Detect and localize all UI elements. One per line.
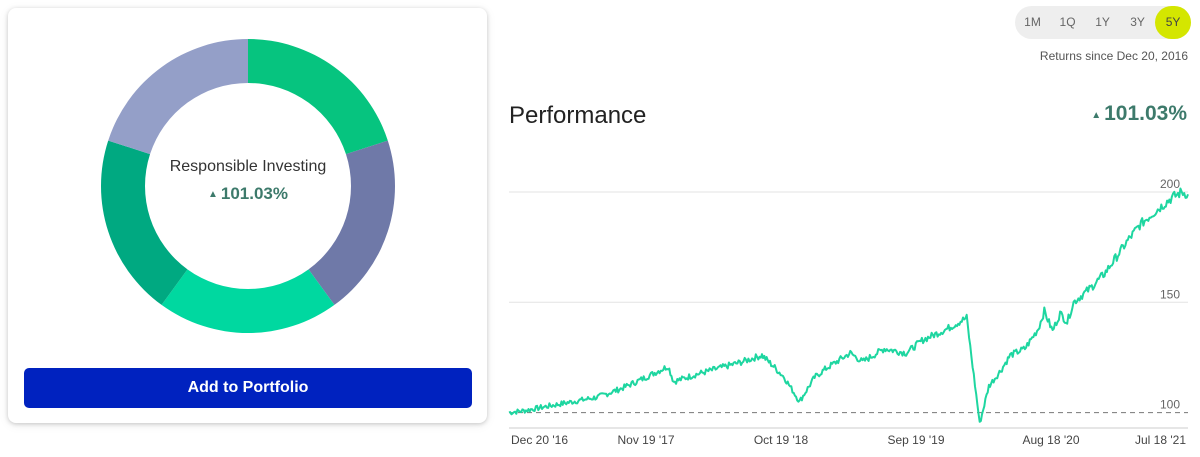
portfolio-card: Responsible Investing ▲ 101.03% Add to Po…: [8, 8, 487, 423]
donut-segment-1: [248, 39, 388, 155]
y-tick-label: 150: [1160, 287, 1180, 301]
add-to-portfolio-button[interactable]: Add to Portfolio: [24, 368, 472, 408]
portfolio-return-value: 101.03%: [220, 184, 289, 203]
portfolio-name: Responsible Investing: [169, 158, 327, 175]
x-tick-label: Oct 19 '18: [754, 433, 809, 447]
period-1y[interactable]: 1Y: [1095, 15, 1110, 29]
x-tick-label: Dec 20 '16: [511, 433, 568, 447]
performance-title: Performance: [509, 102, 647, 129]
donut-segment-3: [161, 269, 335, 334]
donut-segment-5: [108, 39, 248, 155]
donut-segment-4: [101, 140, 188, 305]
period-1m[interactable]: 1M: [1024, 15, 1041, 29]
y-tick-label: 100: [1160, 398, 1180, 412]
x-tick-label: Sep 19 '19: [887, 433, 944, 447]
y-tick-label: 200: [1160, 177, 1180, 191]
donut-chart: [101, 39, 395, 334]
period-1q[interactable]: 1Q: [1059, 15, 1076, 29]
x-tick-label: Nov 19 '17: [618, 433, 675, 447]
period-selector: 1M 1Q 1Y 3Y 5Y: [1015, 6, 1192, 39]
allocation-donut: Responsible Investing ▲ 101.03%: [8, 8, 487, 358]
performance-value-text: 101.03%: [1104, 102, 1187, 125]
x-tick-label: Aug 18 '20: [1022, 433, 1079, 447]
donut-segment-2: [308, 140, 395, 305]
performance-line: [508, 187, 1189, 423]
x-tick-label: Jul 18 '21: [1135, 433, 1186, 447]
portfolio-return: ▲ 101.03%: [148, 184, 348, 204]
period-5y[interactable]: 5Y: [1155, 6, 1192, 39]
up-triangle-icon: ▲: [207, 189, 218, 200]
period-3y[interactable]: 3Y: [1130, 15, 1145, 29]
donut-center: Responsible Investing ▲ 101.03%: [148, 158, 348, 204]
returns-since-label: Returns since Dec 20, 2016: [1039, 49, 1188, 63]
performance-value: ▲ 101.03%: [1091, 102, 1187, 126]
up-triangle-icon: ▲: [1091, 110, 1102, 121]
